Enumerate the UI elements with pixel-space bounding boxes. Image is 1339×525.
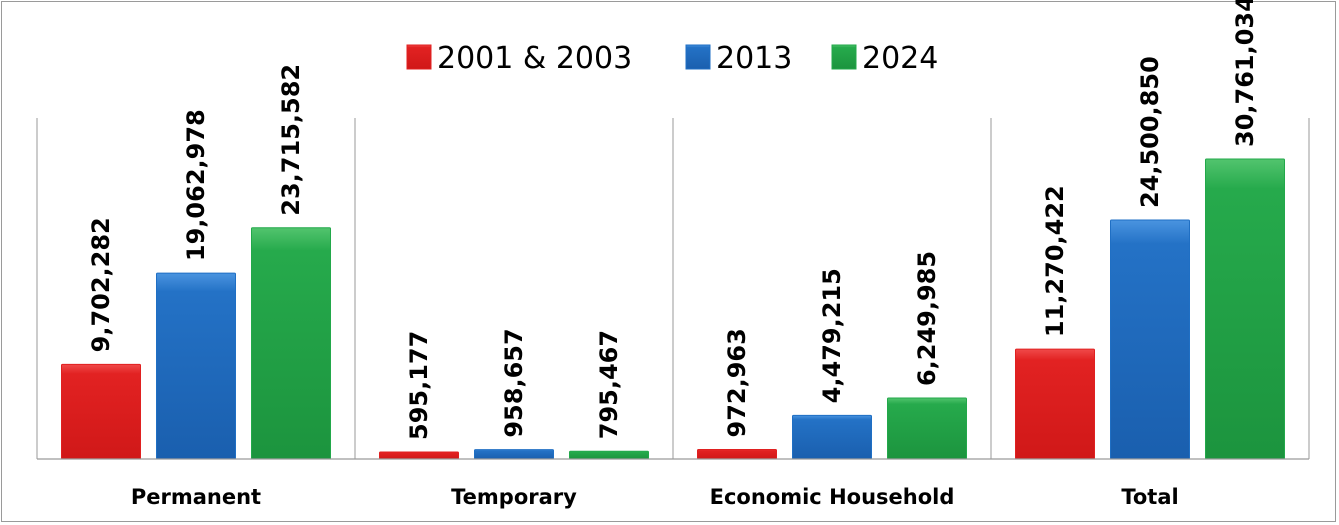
category-label-economic-household: Economic Household [710,485,955,509]
data-label-economic-household-2001-2003: 972,963 [723,328,751,437]
category-label-permanent: Permanent [131,485,261,509]
bar-economic-household-2024 [888,398,967,459]
legend-label-2024: 2024 [862,41,938,76]
data-label-total-2024: 30,761,034 [1231,0,1259,147]
bar-permanent-2024 [252,228,331,459]
bar-economic-household-2001-2003 [698,450,777,459]
bar-total-2001-2003 [1016,349,1095,459]
bar-permanent-2001-2003 [62,364,141,459]
bar-total-2013 [1111,220,1190,459]
legend-swatch-2013 [686,45,710,69]
category-labels: Permanent Temporary Economic Household Tota… [131,485,1179,509]
data-label-permanent-2024: 23,715,582 [277,64,305,216]
bar-permanent-2013 [157,273,236,459]
bar-temporary-2013 [475,450,554,459]
data-label-temporary-2013: 958,657 [500,328,528,437]
data-label-permanent-2013: 19,062,978 [182,109,210,261]
data-label-permanent-2001-2003: 9,702,282 [87,217,115,352]
bar-economic-household-2013 [793,415,872,459]
data-label-economic-household-2024: 6,249,985 [913,251,941,386]
data-label-total-2013: 24,500,850 [1136,56,1164,208]
data-label-economic-household-2013: 4,479,215 [818,268,846,403]
bar-temporary-2024 [570,451,649,459]
legend-label-2001-2003: 2001 & 2003 [437,41,632,76]
legend-swatch-2001-2003 [407,45,431,69]
data-label-temporary-2001-2003: 595,177 [405,331,433,440]
bar-total-2024 [1206,159,1285,459]
legend: 2001 & 2003 2013 2024 [407,41,938,76]
legend-label-2013: 2013 [716,41,792,76]
category-label-temporary: Temporary [451,485,577,509]
data-label-total-2001-2003: 11,270,422 [1041,185,1069,337]
bar-temporary-2001-2003 [380,452,459,459]
legend-swatch-2024 [832,45,856,69]
category-label-total: Total [1121,485,1178,509]
data-label-temporary-2024: 795,467 [595,330,623,439]
